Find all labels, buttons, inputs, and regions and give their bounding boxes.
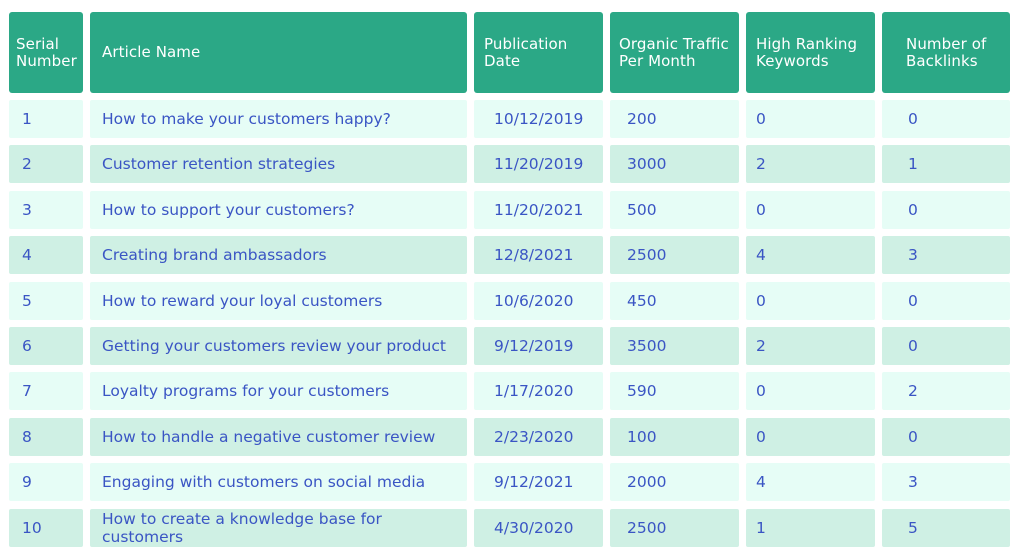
cell-article-name: Creating brand ambassadors [90, 236, 467, 274]
header-publication-date: Publication Date [474, 12, 603, 93]
cell-high-ranking-keywords: 0 [746, 418, 875, 456]
header-label-line: Date [484, 51, 521, 70]
cell-high-ranking-keywords: 0 [746, 191, 875, 229]
header-article-name: Article Name [90, 12, 467, 93]
header-high-ranking-keywords: High Ranking Keywords [746, 12, 875, 93]
header-label: Number of Backlinks [906, 34, 987, 70]
cell-organic-traffic: 2500 [610, 236, 739, 274]
cell-article-name: How to create a knowledge base for custo… [90, 509, 467, 547]
cell-publication-date: 12/8/2021 [474, 236, 603, 274]
header-label: Article Name [102, 44, 200, 61]
header-label-line: Publication [484, 34, 568, 53]
cell-article-name: Customer retention strategies [90, 145, 467, 183]
cell-high-ranking-keywords: 1 [746, 509, 875, 547]
header-label-line: Per Month [619, 51, 696, 70]
cell-backlinks: 3 [882, 463, 1010, 501]
cell-publication-date: 11/20/2019 [474, 145, 603, 183]
cell-article-name: Loyalty programs for your customers [90, 372, 467, 410]
cell-organic-traffic: 3500 [610, 327, 739, 365]
cell-article-name: Getting your customers review your produ… [90, 327, 467, 365]
cell-serial-number: 2 [9, 145, 83, 183]
cell-article-name: How to reward your loyal customers [90, 282, 467, 320]
cell-backlinks: 0 [882, 100, 1010, 138]
header-backlinks: Number of Backlinks [882, 12, 1010, 93]
cell-high-ranking-keywords: 2 [746, 327, 875, 365]
cell-article-name: Engaging with customers on social media [90, 463, 467, 501]
cell-organic-traffic: 500 [610, 191, 739, 229]
cell-high-ranking-keywords: 4 [746, 236, 875, 274]
cell-serial-number: 5 [9, 282, 83, 320]
header-label-line: Number of [906, 34, 987, 53]
cell-serial-number: 3 [9, 191, 83, 229]
header-serial-number: Serial Number [9, 12, 83, 93]
cell-article-name: How to support your customers? [90, 191, 467, 229]
cell-high-ranking-keywords: 0 [746, 100, 875, 138]
cell-article-name: How to handle a negative customer review [90, 418, 467, 456]
cell-publication-date: 11/20/2021 [474, 191, 603, 229]
cell-article-name: How to make your customers happy? [90, 100, 467, 138]
cell-serial-number: 7 [9, 372, 83, 410]
header-label-line: Number [16, 51, 77, 70]
cell-backlinks: 0 [882, 191, 1010, 229]
header-label-line: Serial [16, 34, 60, 53]
cell-organic-traffic: 590 [610, 372, 739, 410]
cell-organic-traffic: 100 [610, 418, 739, 456]
cell-organic-traffic: 200 [610, 100, 739, 138]
cell-organic-traffic: 2000 [610, 463, 739, 501]
cell-serial-number: 8 [9, 418, 83, 456]
cell-publication-date: 1/17/2020 [474, 372, 603, 410]
cell-high-ranking-keywords: 4 [746, 463, 875, 501]
header-label-line: Backlinks [906, 51, 978, 70]
cell-backlinks: 0 [882, 282, 1010, 320]
header-label-line: Organic Traffic [619, 34, 729, 53]
header-organic-traffic: Organic Traffic Per Month [610, 12, 739, 93]
cell-publication-date: 10/6/2020 [474, 282, 603, 320]
cell-backlinks: 0 [882, 327, 1010, 365]
header-label-line: Article Name [102, 43, 201, 61]
cell-serial-number: 10 [9, 509, 83, 547]
header-label: Publication Date [484, 34, 568, 70]
header-label-line: Keywords [756, 51, 829, 70]
cell-serial-number: 4 [9, 236, 83, 274]
cell-backlinks: 3 [882, 236, 1010, 274]
cell-high-ranking-keywords: 0 [746, 282, 875, 320]
cell-publication-date: 4/30/2020 [474, 509, 603, 547]
cell-backlinks: 1 [882, 145, 1010, 183]
header-label: High Ranking Keywords [756, 34, 858, 70]
cell-publication-date: 10/12/2019 [474, 100, 603, 138]
header-label: Serial Number [16, 34, 77, 70]
cell-serial-number: 1 [9, 100, 83, 138]
cell-serial-number: 6 [9, 327, 83, 365]
cell-backlinks: 2 [882, 372, 1010, 410]
cell-high-ranking-keywords: 0 [746, 372, 875, 410]
cell-publication-date: 2/23/2020 [474, 418, 603, 456]
cell-publication-date: 9/12/2021 [474, 463, 603, 501]
header-label: Organic Traffic Per Month [619, 34, 729, 70]
cell-organic-traffic: 450 [610, 282, 739, 320]
cell-serial-number: 9 [9, 463, 83, 501]
cell-high-ranking-keywords: 2 [746, 145, 875, 183]
cell-backlinks: 0 [882, 418, 1010, 456]
cell-backlinks: 5 [882, 509, 1010, 547]
cell-publication-date: 9/12/2019 [474, 327, 603, 365]
cell-organic-traffic: 2500 [610, 509, 739, 547]
cell-organic-traffic: 3000 [610, 145, 739, 183]
header-label-line: High Ranking [756, 34, 858, 53]
